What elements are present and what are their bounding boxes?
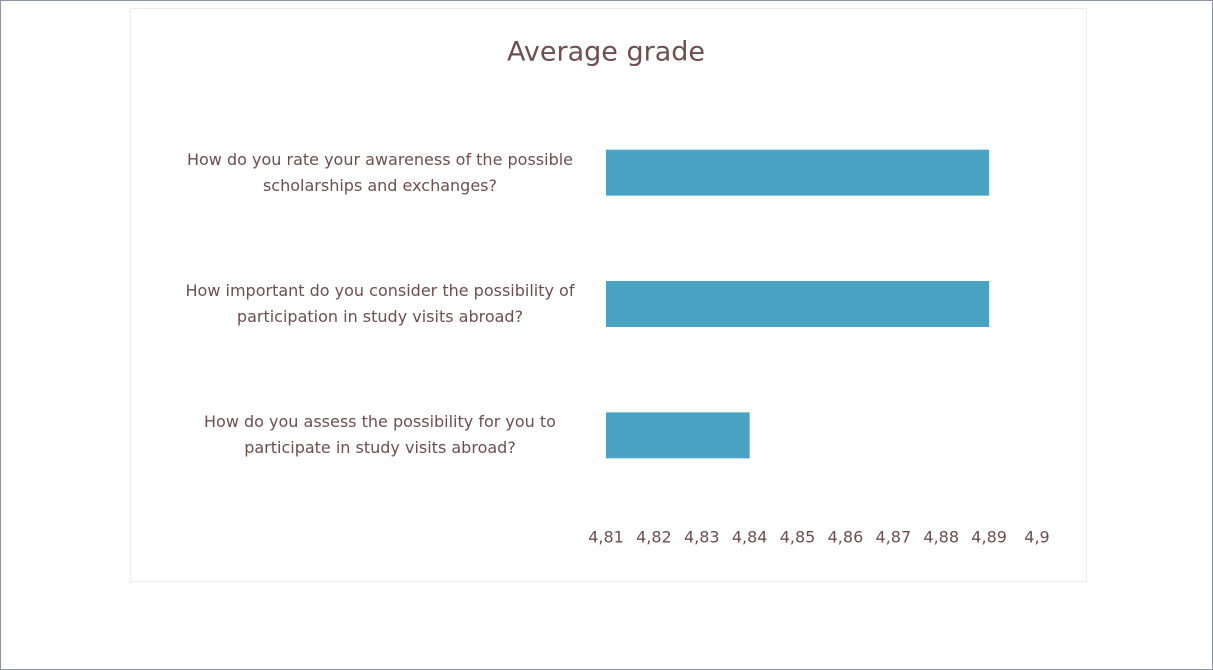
bar bbox=[606, 149, 990, 196]
x-tick-label: 4,89 bbox=[971, 528, 1007, 547]
bar bbox=[606, 281, 990, 327]
x-tick-label: 4,85 bbox=[780, 528, 816, 547]
x-tick-label: 4,9 bbox=[1024, 528, 1049, 547]
x-tick-label: 4,87 bbox=[876, 528, 912, 547]
x-tick-label: 4,82 bbox=[636, 528, 672, 547]
y-tick-label: How do you rate your awareness of the po… bbox=[186, 149, 574, 195]
bar bbox=[606, 412, 750, 459]
chart-title: Average grade bbox=[507, 37, 705, 68]
x-tick-label: 4,86 bbox=[828, 528, 864, 547]
y-tick-label: How do you assess the possibility for yo… bbox=[204, 412, 556, 458]
y-tick-label: How important do you consider the possib… bbox=[185, 281, 575, 326]
x-tick-label: 4,88 bbox=[923, 528, 959, 547]
x-tick-label: 4,84 bbox=[732, 528, 768, 547]
x-tick-label: 4,81 bbox=[588, 528, 624, 547]
plot-area bbox=[130, 8, 1087, 582]
x-tick-label: 4,83 bbox=[684, 528, 720, 547]
